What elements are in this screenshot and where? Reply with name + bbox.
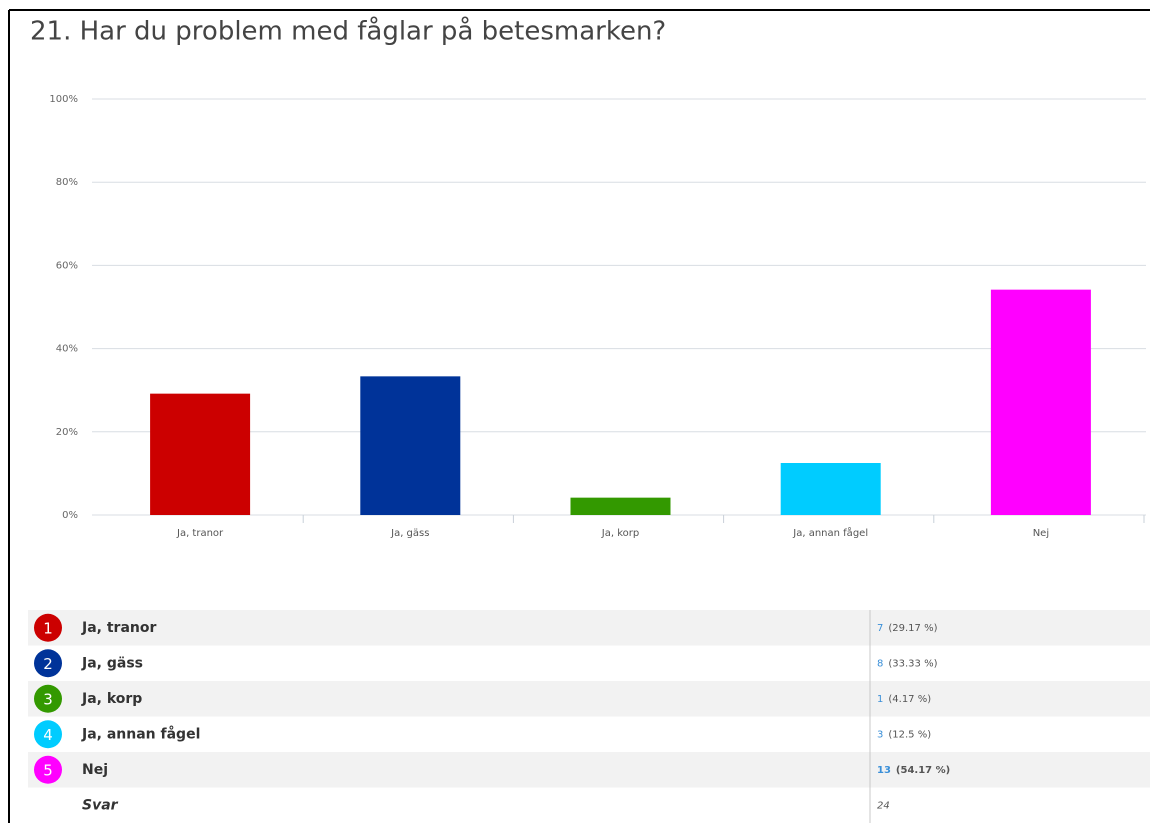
- bar: [360, 376, 461, 515]
- row-label: Ja, tranor: [81, 620, 156, 636]
- y-tick-label: 80%: [56, 177, 78, 188]
- row-badge: [34, 720, 62, 749]
- chart-title: 21. Har du problem med fåglar på betesma…: [30, 16, 666, 47]
- footer-count: 24: [877, 800, 890, 811]
- row-badge: [34, 684, 62, 713]
- row-percent: (54.17 %): [896, 765, 950, 776]
- footer-label: Svar: [82, 797, 119, 813]
- row-count: 1: [877, 694, 883, 705]
- y-tick-label: 0%: [62, 510, 78, 521]
- row-index: 1: [43, 619, 53, 637]
- y-tick-label: 20%: [56, 427, 78, 438]
- y-tick-label: 60%: [56, 260, 78, 271]
- row-background: [28, 610, 1150, 646]
- x-tick-label: Ja, korp: [601, 528, 639, 539]
- row-count: 13: [877, 765, 891, 776]
- y-tick-label: 100%: [49, 94, 78, 105]
- row-count: 3: [877, 729, 883, 740]
- row-background: [28, 752, 1150, 788]
- row-index: 2: [43, 655, 53, 673]
- x-tick-label: Nej: [1033, 528, 1049, 539]
- bar: [780, 463, 881, 515]
- row-index: 3: [43, 690, 53, 708]
- x-tick-label: Ja, gäss: [390, 528, 429, 539]
- row-badge: [34, 755, 62, 784]
- row-background: [28, 681, 1150, 717]
- y-tick-label: 40%: [56, 344, 78, 355]
- bar: [570, 497, 671, 515]
- row-label: Ja, annan fågel: [81, 725, 200, 742]
- row-percent: (33.33 %): [888, 658, 937, 669]
- x-tick-label: Ja, tranor: [176, 528, 224, 539]
- row-badge: [34, 613, 62, 642]
- row-index: 5: [43, 761, 53, 779]
- bar: [990, 289, 1091, 515]
- row-index: 4: [43, 726, 53, 744]
- row-percent: (4.17 %): [888, 694, 931, 705]
- row-badge: [34, 649, 62, 678]
- row-percent: (12.5 %): [888, 729, 931, 740]
- row-label: Nej: [82, 762, 108, 778]
- bar: [150, 393, 251, 515]
- row-label: Ja, korp: [81, 691, 142, 707]
- row-percent: (29.17 %): [888, 623, 937, 634]
- row-count: 7: [877, 623, 883, 634]
- row-count: 8: [877, 658, 883, 669]
- x-tick-label: Ja, annan fågel: [792, 526, 868, 539]
- row-label: Ja, gäss: [81, 655, 143, 671]
